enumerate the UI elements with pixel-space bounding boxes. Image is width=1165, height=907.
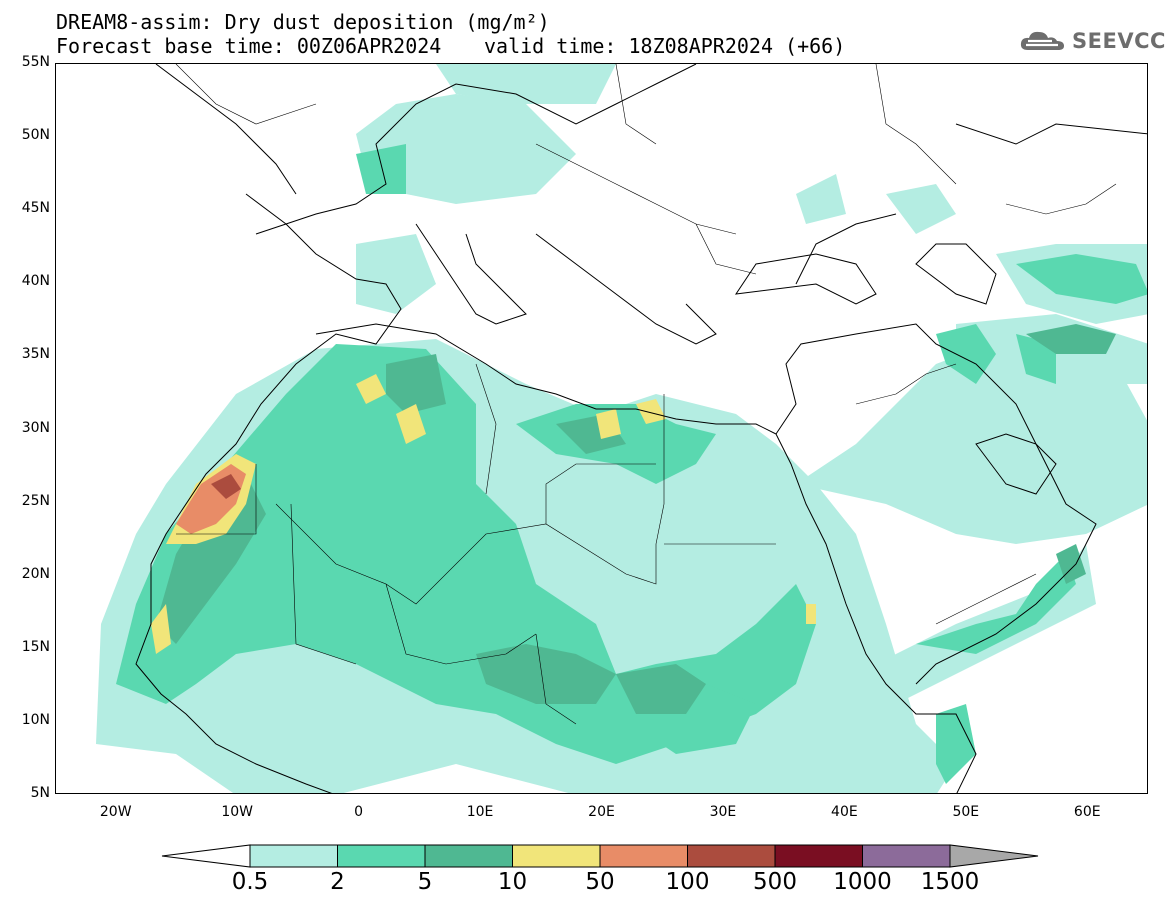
seevccc-logo: SEEVCCC [1018, 26, 1165, 56]
colorbar-over-arrow [949, 844, 1039, 868]
lon-label: 40E [831, 804, 858, 820]
logo-text: SEEVCCC [1072, 29, 1165, 53]
lon-label: 50E [952, 804, 980, 820]
forecast-base-time: Forecast base time: 00Z06APR2024 [56, 34, 442, 58]
dust-level-100 [211, 474, 241, 499]
lat-label: 40N [21, 273, 50, 290]
lon-label: 60E [1073, 804, 1101, 820]
colorbar-box [774, 844, 863, 868]
colorbar-label: 2 [330, 869, 345, 895]
lat-label: 30N [21, 419, 50, 436]
colorbar-box [599, 844, 688, 868]
lat-label: 15N [21, 638, 50, 655]
lat-label: 5N [30, 785, 50, 801]
map-title: DREAM8-assim: Dry dust deposition (mg/m²… [56, 10, 550, 34]
lon-label: 10E [466, 804, 494, 820]
colorbar-label: 50 [585, 869, 615, 895]
colorbar-box [424, 844, 513, 868]
lon-label: 30E [709, 804, 737, 820]
lat-label: 50N [21, 127, 50, 144]
valid-time: valid time: 18Z08APR2024 (+66) [484, 34, 846, 58]
lon-label: 0 [354, 804, 364, 820]
lat-label: 20N [21, 565, 50, 582]
colorbar-label: 10 [497, 869, 528, 895]
coastlines [135, 64, 1147, 793]
colorbar-label: 1000 [833, 869, 892, 895]
colorbar [161, 844, 1039, 868]
colorbar-under-arrow [161, 844, 251, 868]
dust-deposition-map [96, 64, 1147, 793]
country-borders [175, 64, 1117, 725]
colorbar-label: 0.5 [231, 869, 269, 895]
colorbar-label: 1500 [920, 869, 980, 895]
lat-label: 25N [21, 492, 50, 509]
map-panel [55, 63, 1148, 794]
colorbar-box [337, 844, 426, 868]
colorbar-label: 5 [417, 869, 433, 895]
cloud-logo-icon [1020, 31, 1064, 50]
colorbar-box [512, 844, 601, 868]
lon-label: 20W [99, 804, 132, 820]
lon-label: 20E [588, 804, 615, 820]
dust-level-5 [156, 324, 1116, 714]
colorbar-box [249, 844, 338, 868]
lat-label: 35N [21, 346, 50, 363]
lat-label: 10N [21, 711, 50, 728]
colorbar-box [687, 844, 776, 868]
colorbar-label: 500 [753, 869, 797, 895]
lat-label: 55N [21, 54, 50, 70]
colorbar-box [862, 844, 951, 868]
colorbar-label: 100 [665, 869, 710, 895]
lon-label: 10W [221, 804, 253, 820]
lat-label: 45N [21, 200, 50, 217]
